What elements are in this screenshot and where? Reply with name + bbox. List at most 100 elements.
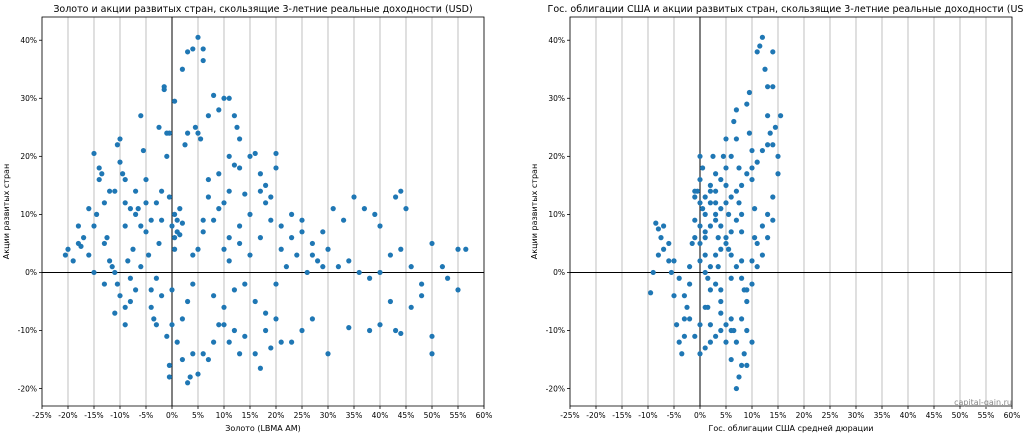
chart-2-x-tick-label: 55% (978, 411, 995, 420)
chart-2-data-point (736, 374, 742, 380)
chart-2-data-point (754, 159, 760, 165)
gold-vs-equities-panel: -25% -20% -15% -10% -5% 0% 5% 10% 15% 20% 25% 30% 35… (2, 4, 492, 433)
chart-2-data-point (692, 188, 698, 194)
chart-1-data-point (78, 243, 84, 249)
chart-2-data-point (702, 235, 708, 241)
chart-2-data-point (775, 153, 781, 159)
chart-1-data-point (91, 150, 97, 157)
chart-1-data-point (325, 351, 331, 357)
chart-2-x-tick-label: 45% (926, 411, 943, 420)
chart-1-x-tick-label: 20% (268, 411, 285, 420)
chart-1-data-point (143, 200, 149, 206)
chart-1-data-point (216, 171, 222, 177)
bonds-vs-equities-panel: -25% -20% -15% -10% -5% 0% 5% 10% 15% 20% 25% 30% 35… (530, 4, 1024, 433)
chart-2-data-point (759, 252, 766, 258)
chart-1-data-point (309, 316, 315, 322)
chart-1-data-point (104, 235, 110, 241)
chart-2-data-point (728, 229, 734, 235)
chart-2-data-point (744, 298, 750, 305)
chart-2-data-point (650, 269, 656, 276)
chart-2-data-point (702, 304, 708, 310)
chart-2-x-tick-label: 50% (952, 411, 969, 420)
chart-1-data-point (439, 264, 445, 270)
chart-1-data-point (221, 95, 227, 101)
chart-1-plot-frame (41, 16, 485, 407)
chart-1-data-point (185, 380, 191, 386)
chart-1-data-point (346, 325, 352, 331)
chart-2-data-point (702, 229, 708, 235)
chart-2-data-point (733, 264, 740, 270)
chart-2-data-point (715, 264, 721, 270)
chart-1-data-point (164, 153, 170, 159)
chart-1-data-point (122, 223, 128, 229)
chart-1-data-point (257, 188, 263, 194)
chart-1-data-point (419, 281, 425, 287)
chart-1-data-point (393, 194, 399, 200)
chart-1-data-point (164, 333, 170, 339)
chart-2-data-point (770, 217, 776, 223)
chart-1-data-point (247, 252, 253, 258)
chart-1-data-point (237, 223, 243, 229)
chart-2-data-point (674, 322, 680, 328)
chart-1-data-point (377, 322, 383, 328)
chart-1-y-axis-label: Акции развитых стран (2, 164, 11, 259)
chart-2-data-point (692, 333, 698, 339)
chart-1-data-point (226, 339, 232, 345)
chart-2-data-point (775, 171, 781, 177)
chart-1-x-tick-label: 10% (216, 411, 233, 420)
chart-1-data-point (273, 281, 279, 287)
chart-1-data-point (99, 171, 105, 177)
chart-1-data-point (117, 136, 123, 142)
chart-1-data-point (195, 371, 201, 377)
chart-1-data-point (330, 206, 336, 212)
chart-1-data-point (216, 322, 222, 328)
chart-2-data-point (715, 235, 721, 241)
chart-2-x-tick-label: -25% (560, 411, 579, 420)
chart-2-data-point (718, 327, 724, 334)
chart-1-data-point (148, 217, 154, 223)
chart-1-data-point (237, 165, 243, 171)
chart-2-data-point (676, 275, 682, 281)
chart-2-data-point (723, 240, 729, 247)
chart-2-data-point (744, 362, 750, 368)
chart-2-data-point (697, 153, 703, 159)
chart-1-data-point (174, 339, 180, 345)
chart-1-data-point (252, 351, 258, 357)
chart-2-data-point (765, 113, 771, 119)
chart-2-data-point (718, 310, 724, 316)
chart-2-data-point (689, 240, 695, 247)
chart-1-data-point (190, 46, 196, 52)
chart-1-data-point (195, 246, 201, 252)
chart-1-x-tick-label: -10% (110, 411, 129, 420)
chart-2-data-point (733, 339, 740, 345)
chart-2-x-tick-label: 25% (822, 411, 839, 420)
chart-2-data-point (728, 194, 734, 200)
chart-1-data-point (179, 316, 185, 322)
chart-1-data-point (351, 194, 357, 200)
chart-1-data-point (205, 356, 211, 363)
chart-1-data-point (226, 258, 232, 264)
chart-1-data-point (109, 264, 115, 270)
chart-1-data-point (211, 293, 217, 299)
chart-2-data-point (733, 188, 740, 194)
chart-1-data-point (221, 246, 227, 252)
chart-1-data-point (226, 153, 232, 159)
chart-2-data-point (728, 153, 734, 159)
chart-1-data-point (257, 365, 263, 371)
chart-2-y-tick-label: 10% (548, 210, 565, 219)
chart-2-data-point (718, 298, 724, 305)
chart-2-data-point (739, 362, 745, 368)
chart-2-data-point (666, 258, 672, 264)
chart-2-data-point (713, 333, 719, 339)
chart-2-data-point (736, 165, 742, 171)
chart-2-x-tick-label: -20% (586, 411, 605, 420)
chart-2-data-point (723, 182, 729, 188)
chart-1-data-point (200, 229, 206, 235)
chart-1-data-point (127, 275, 133, 281)
chart-2-data-point (778, 113, 784, 119)
chart-1-x-tick-label: 40% (372, 411, 389, 420)
chart-1-data-point (153, 322, 159, 328)
chart-2-data-point (702, 269, 708, 276)
chart-1-data-point (273, 165, 279, 171)
